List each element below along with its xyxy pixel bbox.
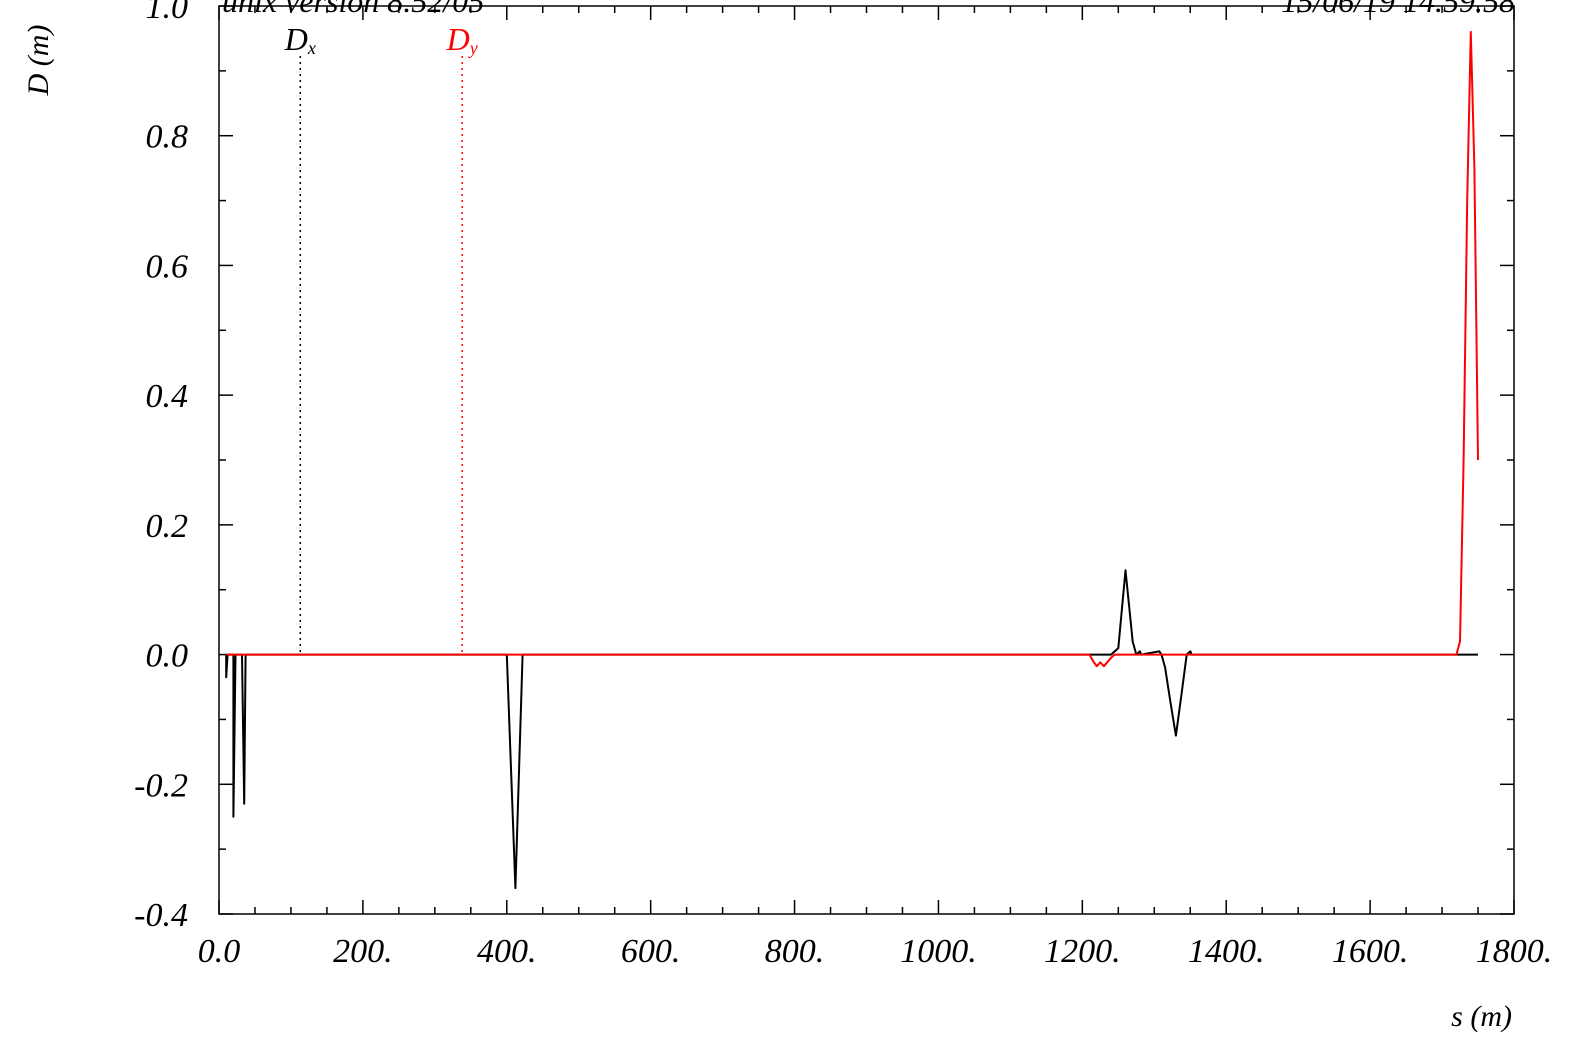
legend-label-dy: Dy xyxy=(446,21,478,58)
x-tick-label: 1600. xyxy=(1332,933,1409,970)
x-tick-label: 1400. xyxy=(1188,933,1265,970)
x-tick-label: 200. xyxy=(333,933,393,970)
x-tick-label: 1200. xyxy=(1044,933,1121,970)
series-line-dy xyxy=(226,30,1479,668)
y-tick-label: 0.4 xyxy=(146,378,189,415)
x-tick-label: 800. xyxy=(765,933,825,970)
x-tick-label: 1000. xyxy=(900,933,977,970)
timestamp-text: 15/06/19 14.59.58 xyxy=(1281,0,1515,19)
y-tick-label: 0.6 xyxy=(146,248,189,285)
chart-header: unix version 8.52/05 15/06/19 14.59.58 xyxy=(222,0,1515,19)
series-lines xyxy=(225,30,1479,890)
y-tick-label: 0.0 xyxy=(146,638,189,675)
y-tick-label: 0.2 xyxy=(146,508,189,545)
y-tick-label: 1.0 xyxy=(146,0,189,26)
x-tick-label: 1800. xyxy=(1476,933,1553,970)
y-axis-label: D (m) xyxy=(22,25,55,97)
x-tick-label: 600. xyxy=(621,933,681,970)
y-tick-label: -0.2 xyxy=(134,767,188,804)
y-axis-ticks: -0.4 -0.2 0.0 0.2 0.4 0.6 0.8 1.0 xyxy=(134,0,1514,934)
y-tick-label: -0.4 xyxy=(134,897,188,934)
x-tick-label: 0.0 xyxy=(198,933,241,970)
plot-frame xyxy=(218,5,1515,915)
legend: Dx Dy xyxy=(284,21,478,655)
program-version-text: unix version 8.52/05 xyxy=(222,0,484,19)
x-tick-label: 400. xyxy=(477,933,537,970)
legend-label-dx: Dx xyxy=(284,21,316,58)
series-line-dx xyxy=(225,569,1478,890)
x-axis-ticks: 0.0 200. 400. 600. 800. 1000. 1200. 1400. 1600. 1… xyxy=(198,6,1553,970)
y-tick-label: 0.8 xyxy=(146,119,189,156)
x-axis-label: s (m) xyxy=(1451,1000,1512,1033)
